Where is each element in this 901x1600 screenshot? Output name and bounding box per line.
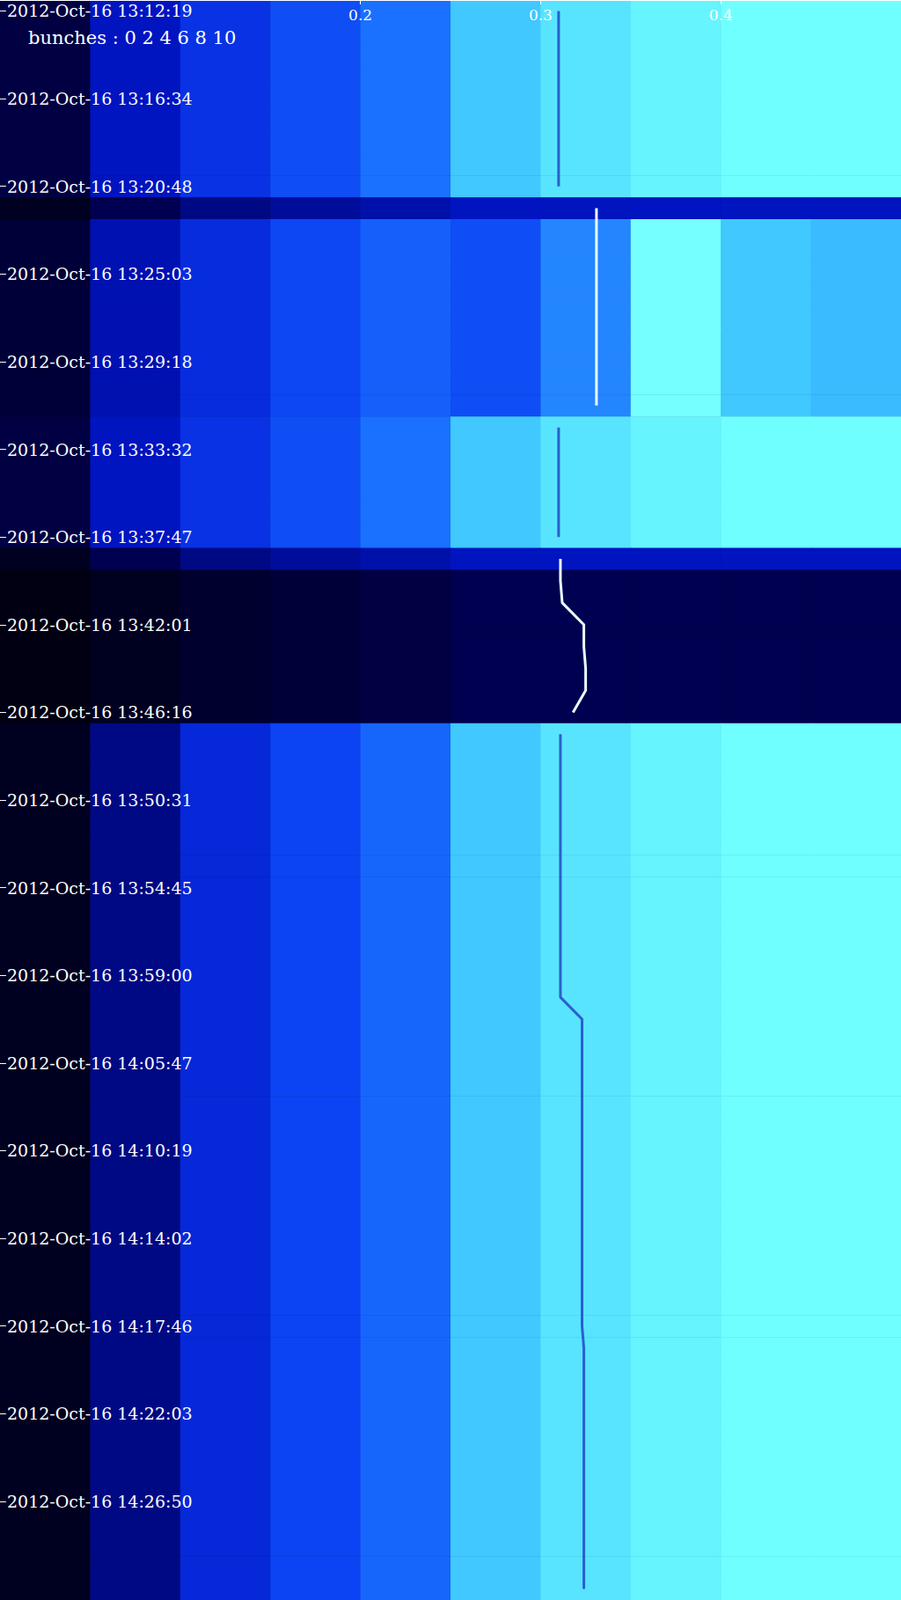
svg-text:2012-Oct-16 14:05:47: 2012-Oct-16 14:05:47 <box>7 1053 193 1073</box>
svg-text:2012-Oct-16 13:59:00: 2012-Oct-16 13:59:00 <box>7 965 193 985</box>
svg-text:2012-Oct-16 14:22:03: 2012-Oct-16 14:22:03 <box>7 1403 193 1423</box>
svg-text:2012-Oct-16 13:37:47: 2012-Oct-16 13:37:47 <box>7 527 193 547</box>
svg-text:2012-Oct-16 14:14:02: 2012-Oct-16 14:14:02 <box>7 1228 193 1248</box>
svg-text:2012-Oct-16 13:54:45: 2012-Oct-16 13:54:45 <box>7 878 193 898</box>
svg-text:2012-Oct-16 13:20:48: 2012-Oct-16 13:20:48 <box>7 176 193 197</box>
svg-text:0.3: 0.3 <box>528 6 553 24</box>
svg-text:2012-Oct-16 13:50:31: 2012-Oct-16 13:50:31 <box>7 790 193 810</box>
svg-text:2012-Oct-16 13:29:18: 2012-Oct-16 13:29:18 <box>7 351 193 372</box>
svg-text:2012-Oct-16 13:12:19: 2012-Oct-16 13:12:19 <box>7 0 193 21</box>
svg-text:bunches : 0 2 4 6 8 10: bunches : 0 2 4 6 8 10 <box>28 27 236 49</box>
svg-text:0.2: 0.2 <box>348 6 373 24</box>
svg-text:2012-Oct-16 14:17:46: 2012-Oct-16 14:17:46 <box>7 1316 193 1336</box>
svg-text:2012-Oct-16 14:10:19: 2012-Oct-16 14:10:19 <box>7 1140 193 1160</box>
svg-text:2012-Oct-16 13:33:32: 2012-Oct-16 13:33:32 <box>7 439 193 460</box>
svg-text:2012-Oct-16 14:26:50: 2012-Oct-16 14:26:50 <box>7 1491 193 1511</box>
svg-text:2012-Oct-16 13:46:16: 2012-Oct-16 13:46:16 <box>7 702 193 722</box>
svg-text:0.4: 0.4 <box>709 6 733 24</box>
svg-text:2012-Oct-16 13:42:01: 2012-Oct-16 13:42:01 <box>7 615 193 635</box>
svg-text:2012-Oct-16 13:16:34: 2012-Oct-16 13:16:34 <box>7 88 193 109</box>
svg-text:2012-Oct-16 13:25:03: 2012-Oct-16 13:25:03 <box>7 263 193 284</box>
